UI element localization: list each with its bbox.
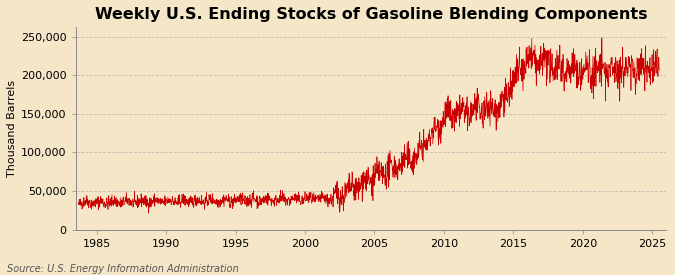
- Title: Weekly U.S. Ending Stocks of Gasoline Blending Components: Weekly U.S. Ending Stocks of Gasoline Bl…: [95, 7, 647, 22]
- Text: Source: U.S. Energy Information Administration: Source: U.S. Energy Information Administ…: [7, 264, 238, 274]
- Y-axis label: Thousand Barrels: Thousand Barrels: [7, 80, 17, 177]
